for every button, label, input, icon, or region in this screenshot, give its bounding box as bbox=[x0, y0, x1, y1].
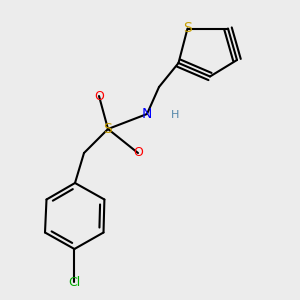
Text: Cl: Cl bbox=[68, 275, 80, 289]
Text: O: O bbox=[133, 146, 143, 160]
Text: O: O bbox=[94, 89, 104, 103]
Text: H: H bbox=[171, 110, 180, 121]
Text: S: S bbox=[183, 22, 192, 35]
Text: N: N bbox=[142, 107, 152, 121]
Text: S: S bbox=[103, 122, 112, 136]
